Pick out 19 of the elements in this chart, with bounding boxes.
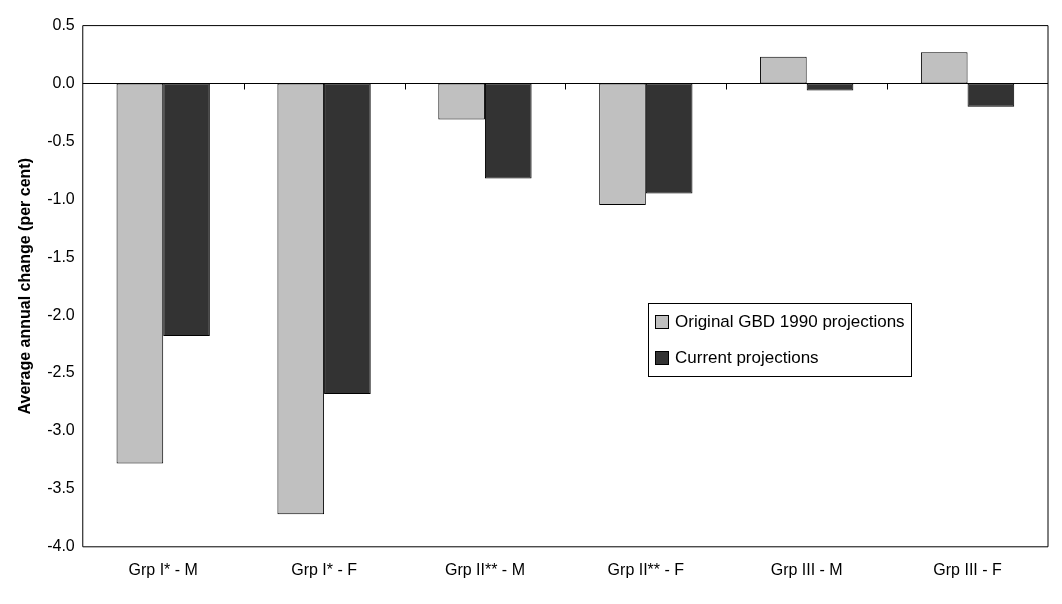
x-tick-label: Grp I* - M: [128, 560, 198, 578]
x-tick-label: Grp I* - F: [291, 560, 358, 578]
y-tick-label: 0.0: [52, 73, 75, 91]
y-tick-label: -3.0: [47, 421, 75, 439]
x-tick-label: Grp III - M: [770, 560, 843, 578]
x-tick-label: Grp III - F: [933, 560, 1003, 578]
y-tick-label: -3.5: [47, 479, 75, 497]
legend-label: Current projections: [675, 348, 819, 368]
y-tick-label: -1.0: [47, 189, 75, 207]
x-tick-label: Grp II** - M: [444, 560, 525, 578]
y-tick-label: -4.0: [47, 537, 75, 555]
y-tick-label: -0.5: [47, 131, 75, 149]
y-tick-label: -1.5: [47, 247, 75, 265]
x-tick-label: Grp II** - F: [607, 560, 685, 578]
legend-label: Original GBD 1990 projections: [675, 312, 905, 332]
y-axis-title: Average annual change (per cent): [16, 158, 34, 415]
y-tick-label: -2.5: [47, 363, 75, 381]
y-tick-label: 0.5: [52, 16, 75, 34]
y-tick-label: -2.0: [47, 305, 75, 323]
